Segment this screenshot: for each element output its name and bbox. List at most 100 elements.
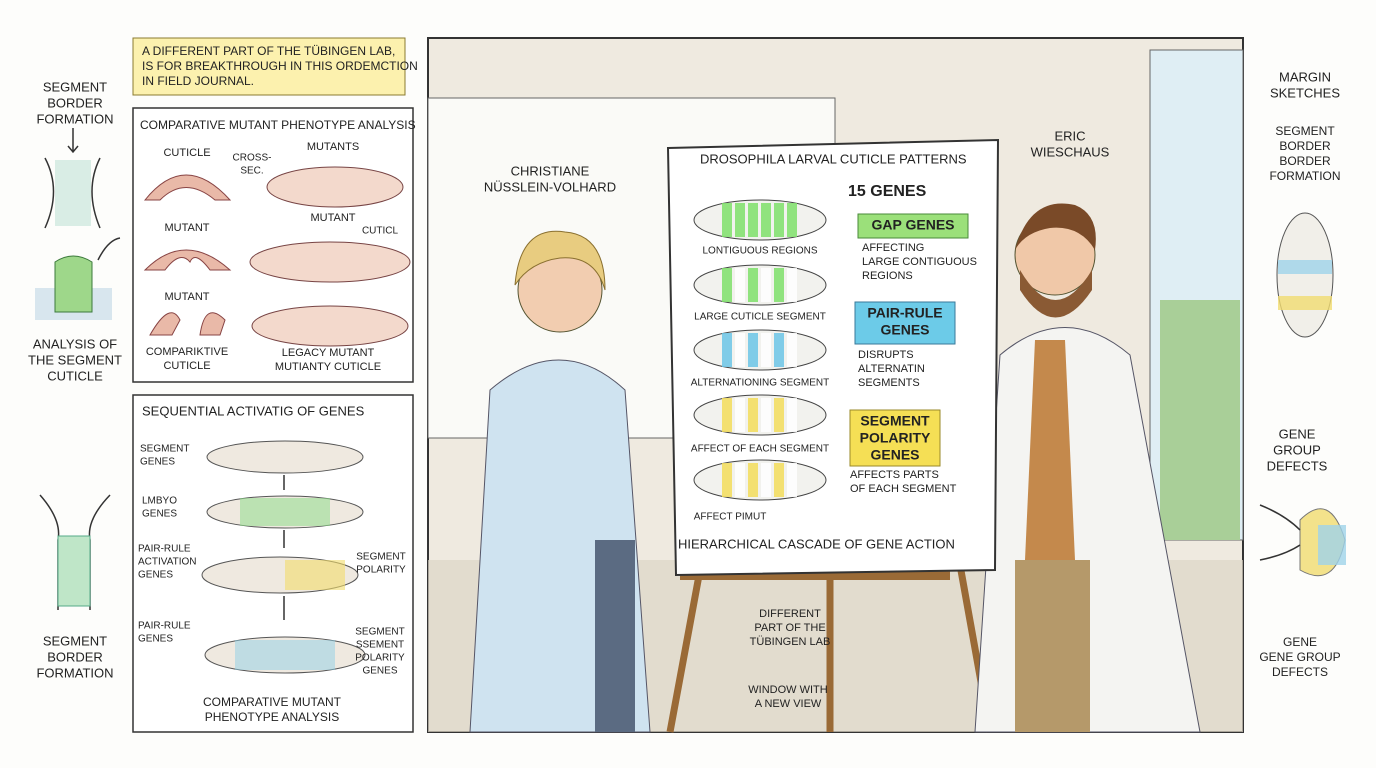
sketch-label: CUTICLE: [163, 147, 210, 159]
larva-stripe: [748, 203, 758, 237]
larva-stripe: [735, 398, 745, 432]
gene-count: 15 GENES: [848, 183, 927, 200]
larva-stripe: [774, 203, 784, 237]
sketch-label: SSEMENT: [356, 640, 404, 651]
board-larvae: [693, 199, 969, 501]
group-description: AFFECTS PARTS: [850, 469, 939, 481]
gap-tag: [857, 213, 969, 239]
sketch-label: SEGMENT: [356, 552, 405, 563]
sketch-label: PAIR-RULE: [138, 621, 191, 632]
larva-stripe: [722, 268, 732, 302]
margin-label: DEFECTS: [1267, 458, 1328, 473]
sketch-label: CUTICLE: [163, 360, 210, 372]
sketch-label: MUTANTS: [307, 141, 359, 153]
scene-annotation: PART OF THE: [754, 622, 825, 634]
group-description: OF EACH SEGMENT: [850, 483, 957, 495]
scene-annotation: DIFFERENT: [759, 608, 821, 620]
larva-stripe: [735, 463, 745, 497]
larva-stripe: [735, 203, 745, 237]
larva: [693, 199, 827, 241]
margin-label: GENE: [1279, 426, 1316, 441]
sketch-label: GENES: [142, 509, 177, 520]
larva-stripe: [787, 268, 797, 302]
margin-label: BORDER: [1279, 154, 1331, 168]
sketch-label: POLARITY: [355, 653, 405, 664]
larva: [693, 329, 827, 371]
larva-stripe: [761, 268, 771, 302]
right-sketches: [1259, 212, 1346, 577]
left-sketches: [35, 128, 121, 610]
person-name: WIESCHAUS: [1031, 144, 1110, 159]
panel-title: SEQUENTIAL ACTIVATIG OF GENES: [142, 403, 365, 418]
larva-label: AFFECT PIMUT: [694, 512, 767, 523]
larva-stripe: [735, 333, 745, 367]
person-name: CHRISTIANE: [511, 163, 590, 178]
margin-label: GENE: [1283, 635, 1317, 649]
group-name: GAP GENES: [872, 217, 955, 233]
larva-label: LONTIGUOUS REGIONS: [702, 246, 817, 257]
polarity-tag: [849, 409, 941, 467]
larva-stripe: [761, 333, 771, 367]
sketch-label: CUTICL: [362, 226, 399, 237]
note-text: IN FIELD JOURNAL.: [142, 74, 254, 88]
larva-stripe: [748, 398, 758, 432]
margin-label: ANALYSIS OF: [33, 336, 117, 351]
larva-stripe: [761, 203, 771, 237]
sketch-label: MUTIANTY CUTICLE: [275, 361, 381, 373]
sketch-label: GENES: [138, 570, 173, 581]
group-name: POLARITY: [860, 430, 931, 446]
margin-label: BORDER: [1279, 139, 1331, 153]
scene-annotation: TÜBINGEN LAB: [750, 636, 831, 648]
larva-stripe: [722, 463, 732, 497]
margin-label: DEFECTS: [1272, 665, 1328, 679]
larva-label: ALTERNATIONING SEGMENT: [691, 378, 830, 389]
sketch-label: LMBYO: [142, 496, 177, 507]
sketch-label: MUTANT: [164, 291, 209, 303]
sketch-label: PAIR-RULE: [138, 544, 191, 555]
larva-stripe: [761, 463, 771, 497]
larva-stripe: [748, 333, 758, 367]
group-name: GENES: [880, 322, 929, 338]
larva-label: LARGE CUTICLE SEGMENT: [694, 312, 826, 323]
larva: [693, 394, 827, 436]
scene: [427, 37, 1244, 733]
sketch-label: SEGMENT: [355, 627, 404, 638]
group-description: REGIONS: [862, 270, 913, 282]
person-name: NÜSSLEIN-VOLHARD: [484, 179, 616, 194]
pair-rule-tag: [854, 301, 956, 345]
margin-title: SKETCHES: [1270, 85, 1340, 100]
note-text: IS FOR BREAKTHROUGH IN THIS ORDEMCTION: [142, 59, 418, 73]
margin-label: SEGMENT: [43, 79, 107, 94]
larva-stripe: [774, 333, 784, 367]
larva-stripe: [787, 463, 797, 497]
larva-stripe: [774, 463, 784, 497]
margin-label: FORMATION: [36, 111, 113, 126]
phenotype-sketches: [143, 166, 411, 347]
group-description: LARGE CONTIGUOUS: [862, 256, 977, 268]
sketch-label: GENES: [140, 457, 175, 468]
group-name: GENES: [870, 447, 919, 463]
margin-label: BORDER: [47, 95, 103, 110]
larva-stripe: [722, 203, 732, 237]
group-name: PAIR-RULE: [867, 305, 942, 321]
sketch-label: POLARITY: [356, 565, 406, 576]
margin-label: SEGMENT: [1275, 124, 1335, 138]
larva: [693, 459, 827, 501]
scene-annotation: WINDOW WITH: [748, 684, 827, 696]
sketch-label: GENES: [362, 666, 397, 677]
sketch-label: COMPARIKTIVE: [146, 346, 228, 358]
margin-label: FORMATION: [36, 665, 113, 680]
margin-label: CUTICLE: [47, 368, 103, 383]
sketch-label: CROSS-: [233, 153, 272, 164]
sketch-label: SEC.: [240, 166, 263, 177]
larva-stripe: [787, 333, 797, 367]
group-description: ALTERNATIN: [858, 363, 925, 375]
margin-label: FORMATION: [1269, 169, 1340, 183]
board-footer: HIERARCHICAL CASCADE OF GENE ACTION: [678, 536, 955, 551]
note-text: A DIFFERENT PART OF THE TÜBINGEN LAB,: [142, 44, 395, 58]
group-description: DISRUPTS: [858, 349, 914, 361]
margin-title: MARGIN: [1279, 69, 1331, 84]
larva-stripe: [735, 268, 745, 302]
margin-label: GENE GROUP: [1259, 650, 1340, 664]
note-box: [132, 37, 406, 96]
